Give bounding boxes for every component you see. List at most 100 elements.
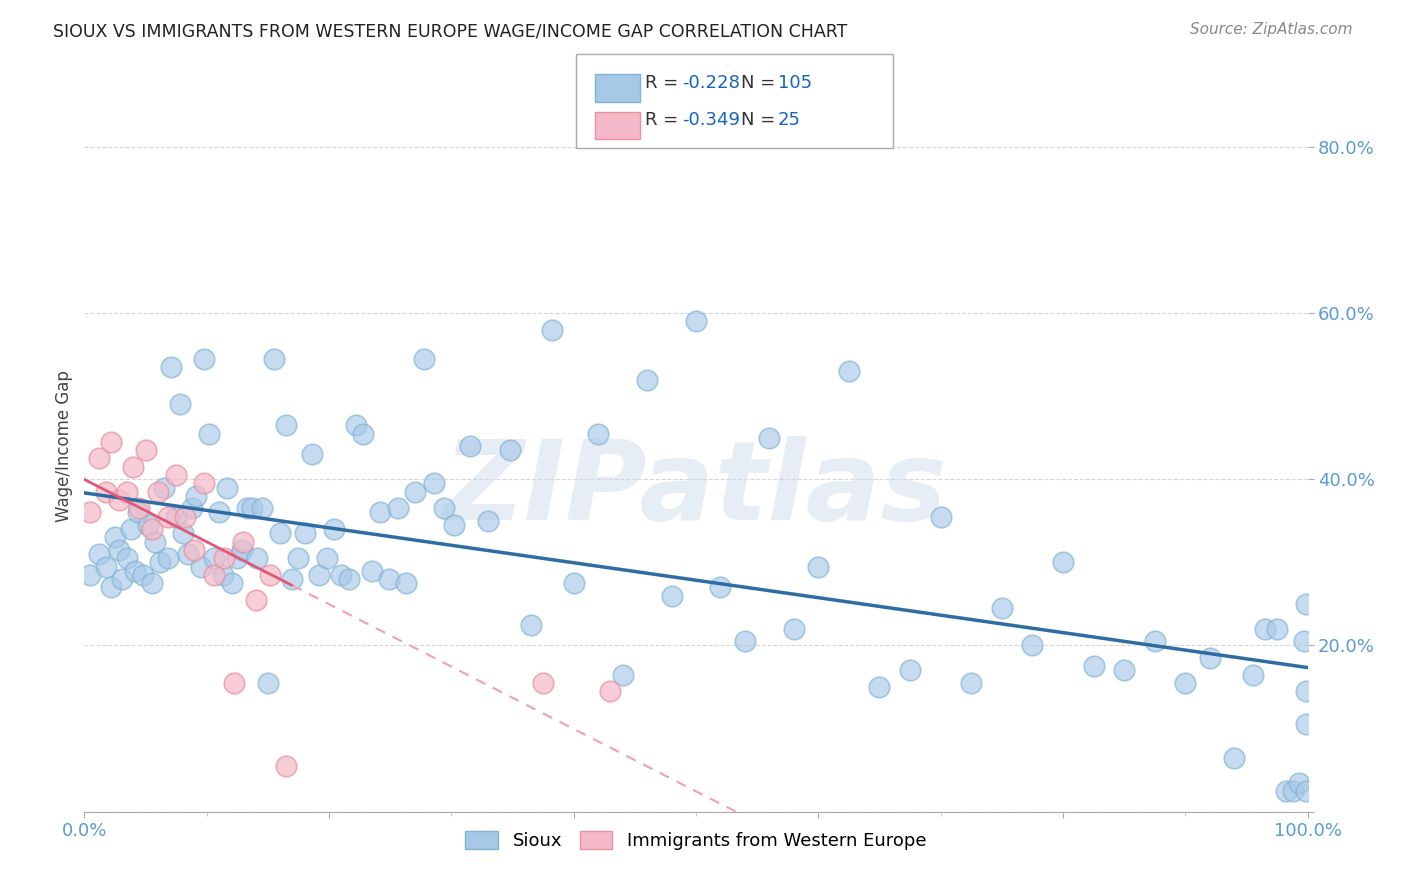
Point [281, 572, 304, 586]
Point [198, 426, 221, 441]
Point [193, 476, 215, 491]
Text: 25: 25 [778, 112, 800, 129]
Point [217, 481, 239, 495]
Point [301, 447, 323, 461]
Point [240, 501, 263, 516]
Point [226, 551, 249, 566]
Point [433, 501, 456, 516]
Point [115, 484, 138, 499]
Point [128, 501, 150, 516]
Point [315, 551, 337, 566]
Point [177, 547, 200, 561]
Point [107, 493, 129, 508]
Point [685, 314, 707, 328]
Point [143, 534, 166, 549]
Point [322, 522, 344, 536]
Text: -0.349: -0.349 [682, 112, 740, 129]
Point [838, 364, 860, 378]
Point [221, 576, 243, 591]
Text: Source: ZipAtlas.com: Source: ZipAtlas.com [1189, 22, 1353, 37]
Text: ZIPatlas: ZIPatlas [444, 436, 948, 543]
Point [165, 509, 187, 524]
Text: N =: N = [741, 112, 780, 129]
Point [1174, 676, 1197, 690]
Point [1083, 659, 1105, 673]
Point [1265, 622, 1288, 636]
Point [160, 359, 183, 374]
Point [404, 484, 426, 499]
Point [257, 676, 280, 690]
Point [269, 526, 291, 541]
Y-axis label: Wage/Income Gap: Wage/Income Gap [55, 370, 73, 522]
Point [124, 564, 146, 578]
Point [1052, 555, 1074, 569]
Point [308, 567, 330, 582]
Point [146, 484, 169, 499]
Point [181, 501, 204, 516]
Point [1295, 597, 1317, 611]
Point [136, 518, 159, 533]
Point [1241, 667, 1264, 681]
Point [1254, 622, 1277, 636]
Point [222, 676, 245, 690]
Point [1021, 639, 1043, 653]
Point [202, 567, 225, 582]
Point [1143, 634, 1166, 648]
Point [387, 501, 409, 516]
Text: SIOUX VS IMMIGRANTS FROM WESTERN EUROPE WAGE/INCOME GAP CORRELATION CHART: SIOUX VS IMMIGRANTS FROM WESTERN EUROPE … [53, 22, 848, 40]
Point [202, 551, 225, 566]
Point [562, 576, 585, 591]
Point [193, 351, 215, 366]
Point [122, 459, 145, 474]
Point [156, 509, 179, 524]
Point [156, 551, 179, 566]
Point [246, 551, 269, 566]
Point [87, 451, 110, 466]
Point [540, 323, 562, 337]
Point [520, 617, 543, 632]
Point [263, 351, 285, 366]
Point [135, 443, 157, 458]
Point [104, 530, 127, 544]
Point [991, 601, 1014, 615]
Point [1295, 784, 1317, 798]
Point [173, 509, 195, 524]
Point [96, 484, 118, 499]
Point [107, 542, 129, 557]
Point [232, 534, 254, 549]
Point [1292, 634, 1315, 648]
Point [1295, 717, 1317, 731]
Point [132, 567, 155, 582]
Point [929, 509, 952, 524]
Point [208, 506, 231, 520]
Point [276, 418, 298, 433]
Point [287, 551, 309, 566]
Point [458, 439, 481, 453]
Point [1295, 684, 1317, 698]
Point [499, 443, 522, 458]
Point [898, 664, 921, 678]
Point [236, 501, 259, 516]
Point [276, 759, 298, 773]
Point [636, 372, 658, 386]
Point [783, 622, 806, 636]
Point [807, 559, 830, 574]
Text: 105: 105 [778, 74, 811, 92]
Point [423, 476, 446, 491]
Point [612, 667, 634, 681]
Point [413, 351, 436, 366]
Point [259, 567, 281, 582]
Point [165, 468, 187, 483]
Point [96, 559, 118, 574]
Point [360, 564, 382, 578]
Point [1288, 775, 1310, 789]
Point [337, 572, 360, 586]
Point [87, 547, 110, 561]
Point [111, 572, 134, 586]
Point [709, 580, 731, 594]
Point [141, 522, 163, 536]
Point [115, 551, 138, 566]
Point [1274, 784, 1296, 798]
Point [1223, 750, 1246, 764]
Point [370, 506, 392, 520]
